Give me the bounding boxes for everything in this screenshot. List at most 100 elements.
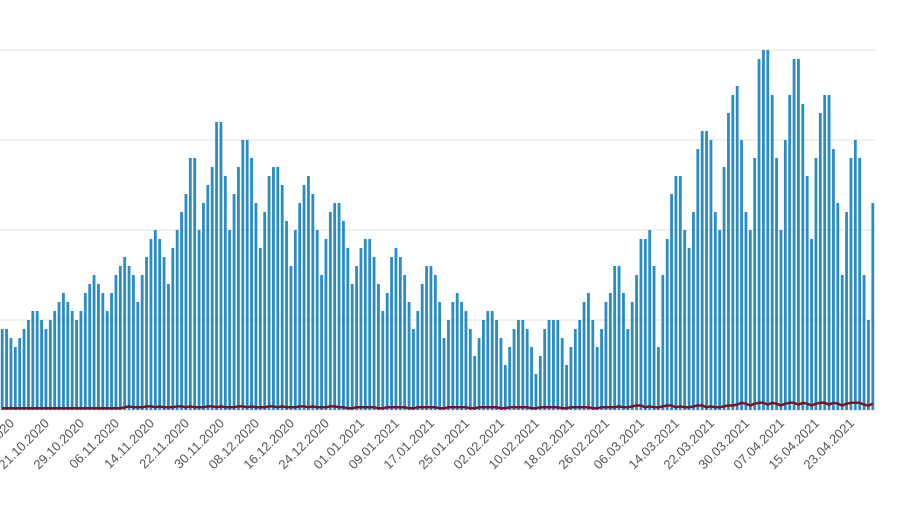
bar bbox=[797, 59, 800, 410]
bar bbox=[171, 248, 175, 410]
bar bbox=[779, 230, 783, 410]
bar bbox=[70, 311, 74, 410]
bar bbox=[451, 302, 455, 410]
bar bbox=[315, 230, 319, 410]
bar bbox=[538, 356, 542, 410]
bar bbox=[62, 293, 65, 410]
bar bbox=[123, 257, 127, 410]
bar bbox=[727, 113, 730, 410]
bar bbox=[722, 167, 726, 410]
bar bbox=[735, 86, 739, 410]
bar bbox=[280, 185, 284, 410]
bar bbox=[587, 293, 590, 410]
bar bbox=[753, 158, 757, 410]
bar bbox=[709, 140, 713, 410]
bar bbox=[814, 158, 818, 410]
bar bbox=[705, 131, 708, 410]
bar bbox=[92, 275, 96, 410]
bar bbox=[272, 167, 275, 410]
bar bbox=[775, 158, 778, 410]
bar bbox=[718, 230, 722, 410]
bar bbox=[823, 95, 827, 410]
bar bbox=[643, 239, 647, 410]
bar bbox=[390, 257, 393, 410]
bar bbox=[867, 320, 870, 410]
bar bbox=[162, 257, 166, 410]
bar bbox=[556, 320, 560, 410]
bar bbox=[578, 320, 582, 410]
bar bbox=[508, 347, 512, 410]
bar bbox=[372, 257, 376, 410]
bar bbox=[783, 140, 787, 410]
bar bbox=[853, 140, 857, 410]
bar bbox=[377, 284, 380, 410]
bar bbox=[425, 266, 428, 410]
bar bbox=[18, 338, 22, 410]
bar bbox=[13, 347, 17, 410]
bar bbox=[35, 311, 39, 410]
bar bbox=[276, 167, 280, 410]
bar bbox=[381, 311, 385, 410]
bar bbox=[687, 248, 691, 410]
bar bbox=[258, 248, 262, 410]
bar bbox=[180, 212, 183, 410]
bar bbox=[350, 284, 354, 410]
bar bbox=[368, 239, 372, 410]
bar bbox=[600, 329, 603, 410]
bar bbox=[241, 140, 245, 410]
bar bbox=[307, 176, 310, 410]
bar bbox=[79, 311, 83, 410]
bar bbox=[608, 293, 612, 410]
bar bbox=[44, 329, 48, 410]
bar bbox=[97, 284, 100, 410]
bar bbox=[328, 212, 332, 410]
bar bbox=[293, 230, 297, 410]
bar bbox=[416, 311, 420, 410]
bar bbox=[22, 329, 26, 410]
line bbox=[2, 401, 874, 410]
bar bbox=[333, 203, 337, 410]
bar bbox=[215, 122, 218, 410]
bar bbox=[757, 59, 761, 410]
bar bbox=[622, 293, 625, 410]
bar bbox=[342, 221, 345, 410]
bar bbox=[158, 239, 162, 410]
bar bbox=[127, 266, 131, 410]
bar bbox=[385, 293, 389, 410]
bar bbox=[40, 320, 43, 410]
bar bbox=[521, 320, 525, 410]
bar bbox=[132, 275, 135, 410]
bar bbox=[805, 176, 809, 410]
bar bbox=[153, 230, 157, 410]
bar bbox=[407, 302, 411, 410]
bar bbox=[639, 239, 643, 410]
bar bbox=[665, 239, 669, 410]
bar bbox=[324, 239, 328, 410]
bar bbox=[136, 302, 140, 410]
bar bbox=[490, 311, 494, 410]
bar bbox=[770, 95, 774, 410]
bar bbox=[499, 338, 503, 410]
bar bbox=[289, 266, 293, 410]
bar bbox=[858, 158, 862, 410]
bar bbox=[547, 320, 551, 410]
bar bbox=[460, 302, 463, 410]
bar bbox=[245, 140, 249, 410]
bar bbox=[101, 293, 105, 410]
bar bbox=[792, 59, 796, 410]
bar bbox=[552, 320, 555, 410]
bar bbox=[731, 95, 735, 410]
bar bbox=[433, 275, 437, 410]
bar bbox=[630, 302, 634, 410]
bar bbox=[88, 284, 92, 410]
bar bbox=[420, 284, 424, 410]
bar bbox=[394, 248, 398, 410]
bar bbox=[748, 230, 752, 410]
bar bbox=[75, 320, 78, 410]
bar bbox=[105, 311, 109, 410]
bar bbox=[836, 203, 840, 410]
bar bbox=[267, 176, 271, 410]
bar bbox=[250, 158, 253, 410]
bar bbox=[635, 275, 638, 410]
bar bbox=[0, 329, 4, 410]
